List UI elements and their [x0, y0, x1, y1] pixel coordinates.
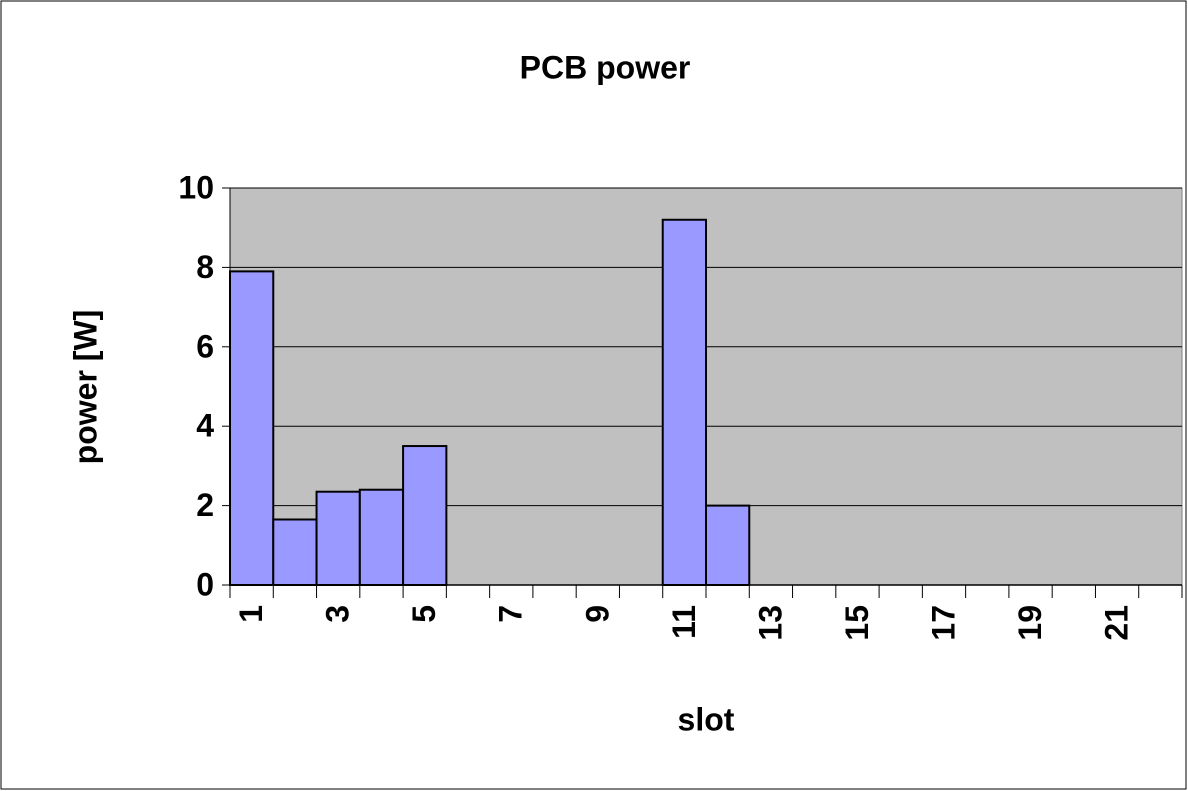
x-tick-label: 17	[925, 605, 961, 641]
x-tick-label: 7	[493, 605, 529, 623]
x-tick-label: 9	[579, 605, 615, 623]
y-tick-label: 6	[196, 328, 214, 364]
y-tick-label: 2	[196, 487, 214, 523]
x-tick-label: 19	[1012, 605, 1048, 641]
chart-title: PCB power	[520, 49, 691, 85]
y-tick-label: 8	[196, 249, 214, 285]
y-tick-label: 4	[196, 408, 214, 444]
bar	[661, 218, 708, 586]
bar	[402, 445, 448, 586]
y-tick-label: 10	[178, 169, 214, 205]
x-tick-label: 5	[406, 605, 442, 623]
x-tick-label: 21	[1099, 605, 1135, 641]
x-tick-label: 3	[320, 605, 356, 623]
bar	[358, 488, 405, 586]
y-axis-label: power [W]	[67, 310, 103, 465]
bar	[272, 518, 318, 586]
y-tick-label: 0	[196, 566, 214, 602]
bar	[229, 270, 275, 586]
x-axis-label: slot	[678, 701, 735, 737]
bar	[315, 490, 361, 586]
x-tick-label: 11	[666, 605, 702, 639]
x-tick-label: 13	[752, 605, 788, 641]
x-tick-label: 1	[233, 605, 269, 623]
x-tick-label: 15	[839, 605, 875, 641]
bar	[705, 504, 751, 587]
